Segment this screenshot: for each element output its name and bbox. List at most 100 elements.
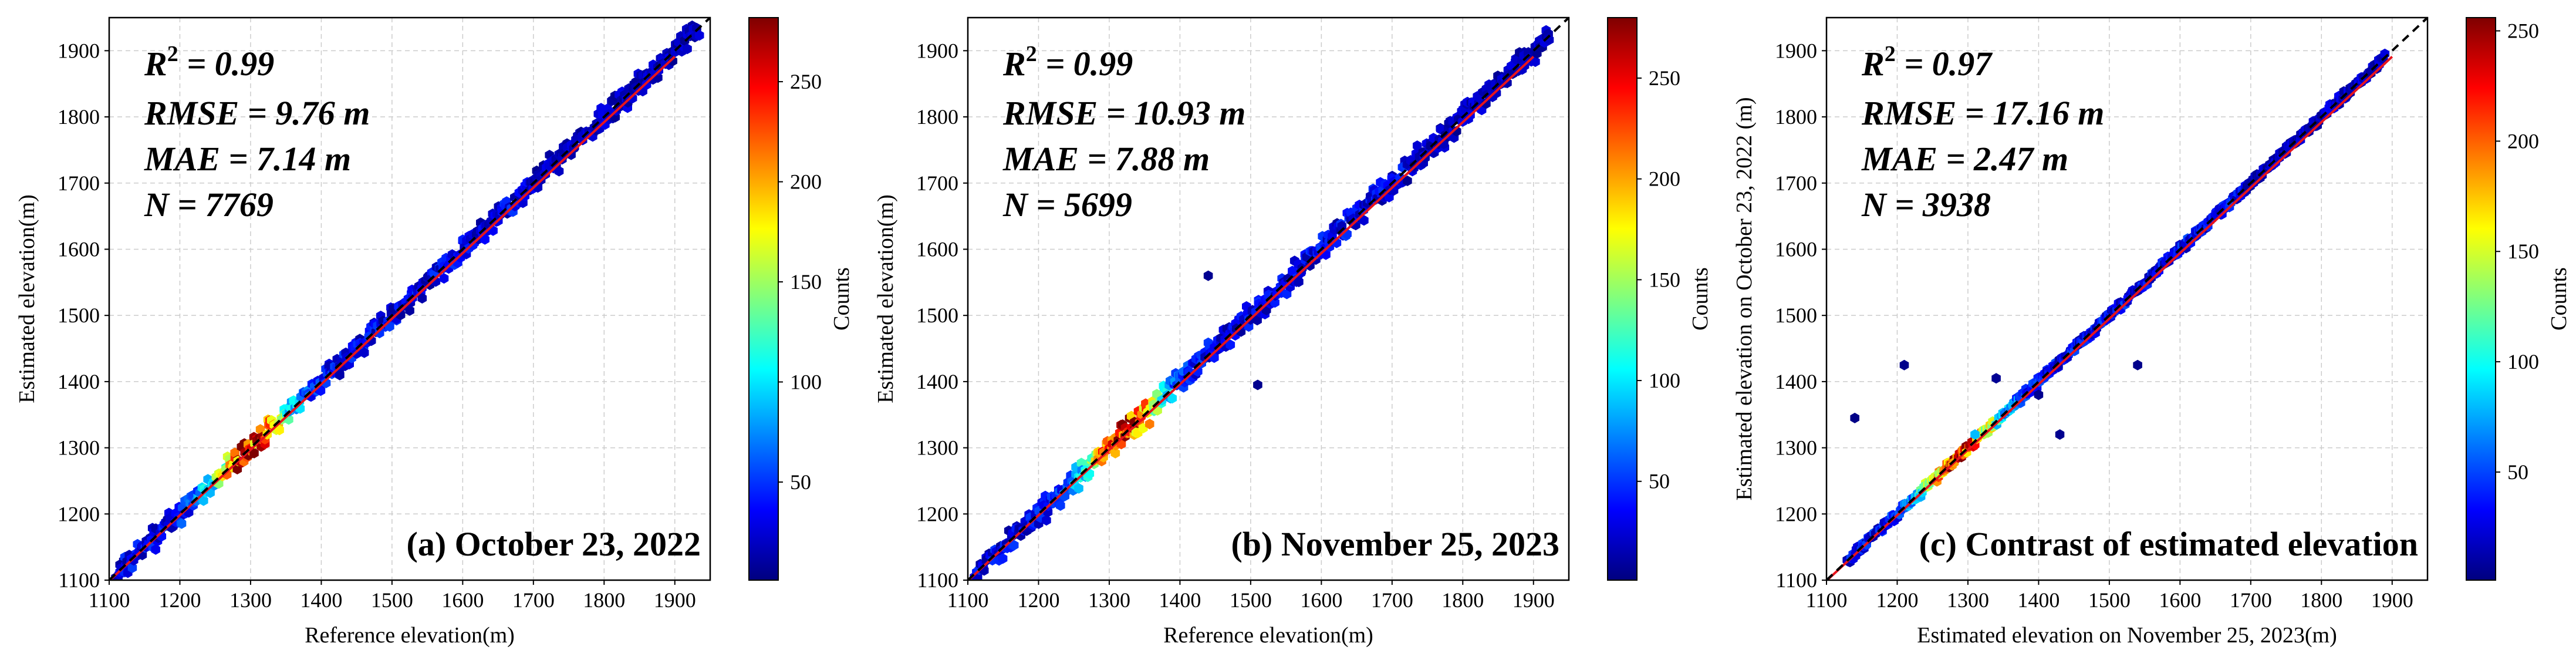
hexbin-cell xyxy=(570,142,579,153)
chart-b: 1100 1200 1300 1400 1500 1600 1700 1800 1900 1100… xyxy=(873,16,1713,648)
x-tick-label: 1200 xyxy=(158,588,201,612)
y-tick-label: 1400 xyxy=(58,370,100,393)
grid xyxy=(109,18,710,581)
colorbar-tick-label: 50 xyxy=(790,470,811,494)
y-tick-label: 1800 xyxy=(58,105,100,129)
chart-a: 1100 1200 1300 1400 1500 1600 1700 1800 1900 1100… xyxy=(15,16,854,648)
x-tick-label: 1800 xyxy=(1441,588,1484,612)
x-tick-label: 1800 xyxy=(583,588,625,612)
identity-line xyxy=(1827,18,2428,580)
hexbin-cell xyxy=(335,369,345,380)
x-tick-label: 1400 xyxy=(2017,588,2060,612)
hexbin-cell xyxy=(1294,277,1304,287)
y-axis-label: Estimated elevation(m) xyxy=(873,194,898,403)
x-tick-label: 1700 xyxy=(2230,588,2272,612)
hexbin-cell xyxy=(249,447,259,459)
colorbar-label: Counts xyxy=(1688,267,1713,331)
x-tick-label: 1900 xyxy=(2371,588,2413,612)
y-tick-label: 1300 xyxy=(58,436,100,460)
hexbin-cell xyxy=(417,293,427,304)
x-tick-label: 1300 xyxy=(1088,588,1130,612)
y-axis-label: Estimated elevation on October 23, 2022 … xyxy=(1732,97,1757,501)
colorbar-tick-label: 200 xyxy=(2507,129,2539,153)
colorbar xyxy=(748,17,779,581)
y-tick-label: 1600 xyxy=(58,237,100,261)
colorbar-tick-label: 50 xyxy=(1649,470,1670,493)
x-tick-label: 1900 xyxy=(1512,588,1555,612)
stat-rmse: RMSE = 9.76 m xyxy=(144,94,370,132)
y-tick-label: 1200 xyxy=(916,502,958,526)
stat-r2: R2 = 0.97 xyxy=(1861,42,1993,83)
x-tick-label: 1400 xyxy=(300,588,342,612)
hexbin-cell xyxy=(1056,500,1065,511)
hexbin-cell xyxy=(1225,339,1235,351)
hexbin-outlier xyxy=(2034,389,2044,400)
stat-rmse: RMSE = 10.93 m xyxy=(1002,94,1245,132)
y-tick-label: 1700 xyxy=(1775,171,1817,195)
panel-caption: (a) October 23, 2022 xyxy=(407,525,701,563)
hexbin-outlier xyxy=(1253,379,1262,390)
hexbin-cell xyxy=(668,55,677,66)
colorbar-tick-label: 150 xyxy=(1649,268,1680,291)
plot-frame xyxy=(1825,16,2429,581)
y-tick-label: 1900 xyxy=(916,39,958,62)
panel-b: 1100 1200 1300 1400 1500 1600 1700 1800 1900 1100… xyxy=(859,0,1717,657)
stat-n: N = 7769 xyxy=(144,186,274,224)
hexbin-cell xyxy=(1252,315,1262,326)
colorbar-tick-label: 250 xyxy=(1649,66,1680,90)
y-tick-label: 1800 xyxy=(916,105,958,129)
hexbin-cell xyxy=(151,544,160,555)
plot-frame xyxy=(967,16,1570,581)
x-tick-label: 1500 xyxy=(371,588,413,612)
hexbin-outlier xyxy=(2055,429,2065,440)
identity-line xyxy=(109,18,710,580)
hexbin-cell xyxy=(177,518,187,529)
x-axis-label: Reference elevation(m) xyxy=(305,623,515,648)
hexbin-cell xyxy=(1403,176,1412,186)
stat-n: N = 5699 xyxy=(1002,186,1132,224)
stat-r2: R2 = 0.99 xyxy=(1002,42,1133,83)
panel-caption: (b) November 25, 2023 xyxy=(1231,525,1559,563)
colorbar-tick-label: 150 xyxy=(790,270,822,294)
colorbar-tick-label: 100 xyxy=(790,370,822,393)
colorbar-label: Counts xyxy=(829,267,854,331)
hexbin-cell xyxy=(352,348,362,359)
x-axis-label: Reference elevation(m) xyxy=(1163,623,1373,648)
colorbar-label: Counts xyxy=(2547,267,2571,331)
hexbin-cell xyxy=(1009,540,1019,551)
colorbar-tick-label: 100 xyxy=(2507,350,2539,373)
x-tick-label: 1600 xyxy=(2159,588,2201,612)
stat-mae: MAE = 7.88 m xyxy=(1002,140,1210,178)
hexbin-cell xyxy=(695,30,704,41)
stat-rmse: RMSE = 17.16 m xyxy=(1861,94,2104,132)
y-tick-label: 1100 xyxy=(917,568,958,592)
y-tick-label: 1600 xyxy=(916,237,958,261)
x-tick-label: 1300 xyxy=(1947,588,1989,612)
y-tick-label: 1200 xyxy=(1775,502,1817,526)
colorbar-tick-label: 100 xyxy=(1649,369,1680,392)
y-tick-label: 1900 xyxy=(58,39,100,62)
colorbar-tick-label: 250 xyxy=(790,70,822,93)
y-tick-label: 1300 xyxy=(1775,436,1817,460)
hexbin-outlier xyxy=(1203,270,1213,281)
colorbar-tick-label: 200 xyxy=(1649,167,1680,191)
y-tick-label: 1100 xyxy=(58,568,100,592)
hexbin-cell xyxy=(199,495,208,506)
y-tick-label: 1700 xyxy=(916,171,958,195)
panel-c: 1100 1200 1300 1400 1500 1600 1700 1800 1900 1100… xyxy=(1717,0,2576,657)
x-tick-label: 1300 xyxy=(229,588,272,612)
colorbar-tick-label: 50 xyxy=(2507,460,2528,484)
hexbin-outlier xyxy=(2133,359,2142,371)
hexbin-cell xyxy=(1145,419,1154,430)
identity-line xyxy=(968,18,1569,580)
y-axis-label: Estimated elevation(m) xyxy=(15,194,39,403)
y-tick-label: 1400 xyxy=(916,370,958,393)
x-tick-label: 1700 xyxy=(1371,588,1413,612)
y-tick-label: 1100 xyxy=(1775,568,1817,592)
y-tick-label: 1500 xyxy=(916,304,958,327)
stat-n: N = 3938 xyxy=(1861,186,1991,224)
hexbin-cell xyxy=(359,347,369,358)
y-tick-label: 1300 xyxy=(916,436,958,460)
hexbin-outlier xyxy=(1899,359,1909,371)
x-tick-label: 1100 xyxy=(89,588,130,612)
